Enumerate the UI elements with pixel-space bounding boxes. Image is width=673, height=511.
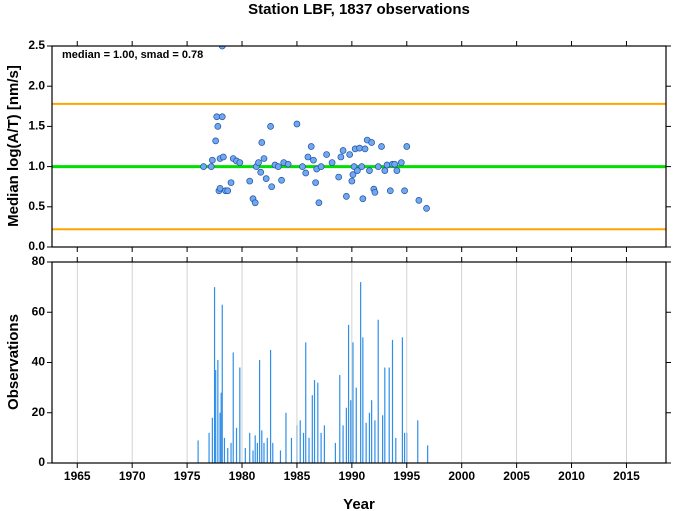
scatter-point xyxy=(251,199,259,207)
scatter-point xyxy=(317,163,325,170)
scatter-point xyxy=(214,123,222,130)
y-tick-label: 80 xyxy=(32,254,46,268)
scatter-point xyxy=(374,163,382,170)
scatter-point xyxy=(323,151,330,158)
scatter-point xyxy=(268,183,276,191)
scatter-point xyxy=(258,139,266,146)
scatter-point xyxy=(354,167,361,174)
scatter-point xyxy=(401,187,408,195)
scatter-point xyxy=(236,159,244,166)
scatter-point xyxy=(356,144,363,152)
scatter-point xyxy=(278,176,285,184)
scatter-point xyxy=(348,177,356,185)
scatter-point xyxy=(346,151,354,158)
scatter-point xyxy=(307,143,315,150)
scatter-point xyxy=(359,195,367,203)
scatter-point xyxy=(267,123,274,130)
y-axis-label: Observations xyxy=(5,314,22,410)
scatter-point xyxy=(227,179,235,187)
scatter-point xyxy=(337,153,345,161)
scatter-point xyxy=(397,159,405,166)
scatter-point xyxy=(386,187,394,195)
scatter-point xyxy=(368,139,375,146)
scatter-point xyxy=(257,168,265,176)
scatter-point xyxy=(371,188,379,196)
scatter-point xyxy=(218,46,226,50)
scatter-point xyxy=(381,167,389,174)
y-tick-label: 0.0 xyxy=(28,239,45,253)
x-tick-label: 1980 xyxy=(229,469,256,483)
scatter-point xyxy=(218,113,226,121)
scatter-point xyxy=(315,199,323,207)
y-tick-label: 60 xyxy=(32,304,46,318)
scatter-point xyxy=(358,163,366,170)
y-tick-label: 1.5 xyxy=(28,119,45,133)
scatter-point xyxy=(200,163,207,170)
scatter-point xyxy=(213,113,221,121)
y-tick-label: 40 xyxy=(32,355,46,369)
y-tick-label: 2.0 xyxy=(28,78,45,92)
scatter-point xyxy=(212,137,220,145)
y-tick-label: 1.0 xyxy=(28,159,45,173)
x-tick-label: 2010 xyxy=(558,469,585,483)
scatter-point xyxy=(383,161,391,169)
x-tick-label: 1995 xyxy=(393,469,420,483)
scatter-point xyxy=(216,184,224,192)
x-tick-label: 1975 xyxy=(174,469,201,483)
x-tick-label: 1985 xyxy=(284,469,311,483)
x-tick-label: 2000 xyxy=(448,469,475,483)
scatter-point xyxy=(304,153,312,161)
y-tick-label: 0 xyxy=(38,455,45,469)
scatter-point xyxy=(274,163,282,170)
scatter-point xyxy=(312,179,319,187)
scatter-point xyxy=(293,120,301,128)
y-tick-label: 2.5 xyxy=(28,38,45,52)
plot-frame xyxy=(51,261,667,464)
scatter-point xyxy=(260,155,268,162)
scatter-point xyxy=(310,156,317,164)
scatter-point xyxy=(361,145,369,153)
scatter-point xyxy=(349,171,357,178)
scatter-point xyxy=(415,197,423,204)
x-tick-label: 1965 xyxy=(64,469,91,483)
x-axis-label: Year xyxy=(343,496,375,511)
scatter-point xyxy=(262,175,270,183)
chart-title: Station LBF, 1837 observations xyxy=(248,1,470,18)
scatter-point xyxy=(328,159,336,166)
scatter-point xyxy=(219,153,227,161)
scatter-point xyxy=(391,160,399,168)
scatter-point xyxy=(378,143,385,150)
y-axis-label: Median log(A/T) [nm/s] xyxy=(5,65,22,227)
x-tick-label: 2015 xyxy=(613,469,640,483)
scatter-point xyxy=(224,187,232,195)
scatter-point xyxy=(209,156,216,164)
scatter-point xyxy=(423,205,430,212)
scatter-point xyxy=(343,192,350,200)
x-tick-label: 1990 xyxy=(339,469,366,483)
scatter-point xyxy=(302,169,310,177)
scatter-point xyxy=(246,177,254,185)
x-tick-label: 1970 xyxy=(119,469,146,483)
scatter-point xyxy=(403,143,411,150)
scatter-point xyxy=(366,167,373,174)
annotation: median = 1.00, smad = 0.78 xyxy=(62,49,203,61)
scatter-point xyxy=(339,147,347,154)
plot-frame xyxy=(51,45,667,248)
scatter-point xyxy=(207,163,215,170)
scatter-point xyxy=(284,160,292,168)
plot-area xyxy=(52,46,666,231)
scatter-point xyxy=(299,163,306,170)
plot-area xyxy=(197,282,429,463)
x-tick-label: 2005 xyxy=(503,469,530,483)
y-tick-label: 20 xyxy=(32,405,46,419)
scatter-point xyxy=(393,167,401,174)
y-tick-label: 0.5 xyxy=(28,199,45,213)
scatter-point xyxy=(335,173,343,181)
scatter-point xyxy=(255,159,262,166)
